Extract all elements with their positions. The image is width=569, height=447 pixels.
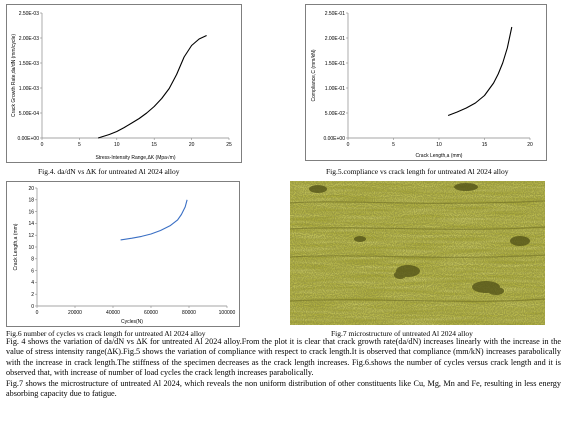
body-text: Fig. 4 shows the variation of da/dN vs Δ…	[6, 337, 561, 399]
microstructure-image	[290, 181, 545, 325]
y-tick-label: 1.00E-01	[325, 86, 346, 92]
y-axis-label: Crack Length,a (mm)	[13, 223, 19, 270]
y-tick-label: 0.00E+00	[323, 136, 345, 142]
y-tick-label: 16	[28, 209, 34, 215]
chart-compliance-vs-crack-length: 0 5 10 15 20 0.00E+00 5.00E-02 1.00E-01 1.50E-01…	[305, 4, 547, 161]
x-axis-label: Stress-Intensity Range,ΔK (Mpa√m)	[96, 154, 176, 161]
y-tick-label: 12	[28, 233, 34, 239]
series-line-0	[97, 35, 207, 139]
y-tick-label: 1.50E-03	[19, 61, 40, 67]
figure-5-caption: Fig.5.compliance vs crack length for unt…	[326, 167, 509, 176]
x-tick-label: 0	[347, 142, 350, 148]
y-tick-label: 14	[28, 221, 34, 227]
x-tick-label: 40000	[106, 310, 120, 316]
series-line-0	[120, 199, 188, 241]
y-tick-label: 0.00E+00	[17, 136, 39, 142]
x-tick-label: 15	[482, 142, 488, 148]
y-tick-label: 8	[31, 257, 34, 263]
y-tick-label: 2.50E-01	[325, 11, 346, 17]
microstructure-drawing	[290, 181, 545, 325]
x-tick-label: 100000	[219, 310, 236, 316]
x-tick-label: 20	[189, 142, 195, 148]
y-tick-label: 1.00E-03	[19, 86, 40, 92]
y-tick-label: 5.00E-02	[325, 111, 346, 117]
x-tick-label: 0	[41, 142, 44, 148]
x-tick-label: 60000	[144, 310, 158, 316]
chart-da-dn-vs-dk-svg: 0 5 10 15 20 25 0.00E+00 5.00E-04 1.00E-03 1.50E-…	[11, 11, 232, 161]
y-tick-label: 18	[28, 198, 34, 204]
x-axis-label: Cycles(N)	[121, 319, 143, 325]
y-axis-label: Crack Growth Rate,da/dN (mm/cycle)	[11, 34, 17, 117]
chart-da-dn-vs-dk: 0 5 10 15 20 25 0.00E+00 5.00E-04 1.00E-03 1.50E-…	[6, 4, 242, 163]
y-tick-label: 2.00E-01	[325, 36, 346, 42]
y-tick-label: 4	[31, 280, 34, 286]
paragraph-1: Fig. 4 shows the variation of da/dN vs Δ…	[6, 337, 561, 378]
chart-cycles-vs-crack-length: 0 20000 40000 60000 80000 100000 0 2 4 6 8 10 12 14 16…	[6, 181, 240, 327]
series-line-0	[447, 26, 513, 117]
figure-7-caption: Fig.7 microstructure of untreated Al 202…	[331, 329, 473, 338]
x-tick-label: 5	[78, 142, 81, 148]
x-axis-label: Crack Length,a (mm)	[416, 153, 463, 159]
y-axis-label: Compliance,C (mm/kN)	[311, 49, 317, 101]
x-tick-label: 10	[114, 142, 120, 148]
y-tick-label: 5.00E-04	[19, 111, 40, 117]
y-tick-label: 2.50E-03	[19, 11, 40, 17]
paragraph-2: Fig.7 shows the microstructure of untrea…	[6, 378, 561, 399]
y-tick-label: 6	[31, 268, 34, 274]
y-tick-label: 1.50E-01	[325, 61, 346, 67]
figure-6-caption: Fig.6 number of cycles vs crack length f…	[6, 329, 206, 338]
x-tick-label: 5	[392, 142, 395, 148]
y-tick-label: 0	[31, 304, 34, 310]
y-tick-label: 2.00E-03	[19, 36, 40, 42]
y-tick-label: 10	[28, 245, 34, 251]
chart-cycles-svg: 0 20000 40000 60000 80000 100000 0 2 4 6 8 10 12 14 16…	[13, 186, 236, 325]
x-tick-label: 20	[527, 142, 533, 148]
x-tick-label: 80000	[182, 310, 196, 316]
y-tick-label: 2	[31, 292, 34, 298]
x-tick-label: 20000	[68, 310, 82, 316]
x-tick-label: 15	[151, 142, 157, 148]
chart-compliance-svg: 0 5 10 15 20 0.00E+00 5.00E-02 1.00E-01 1.50E-01…	[311, 11, 533, 159]
y-tick-label: 20	[28, 186, 34, 192]
x-tick-label: 0	[36, 310, 39, 316]
x-tick-label: 10	[436, 142, 442, 148]
figure-4-caption: Fig.4. da/dN vs ΔK for untreated Al 2024…	[38, 167, 180, 176]
x-tick-label: 25	[226, 142, 232, 148]
